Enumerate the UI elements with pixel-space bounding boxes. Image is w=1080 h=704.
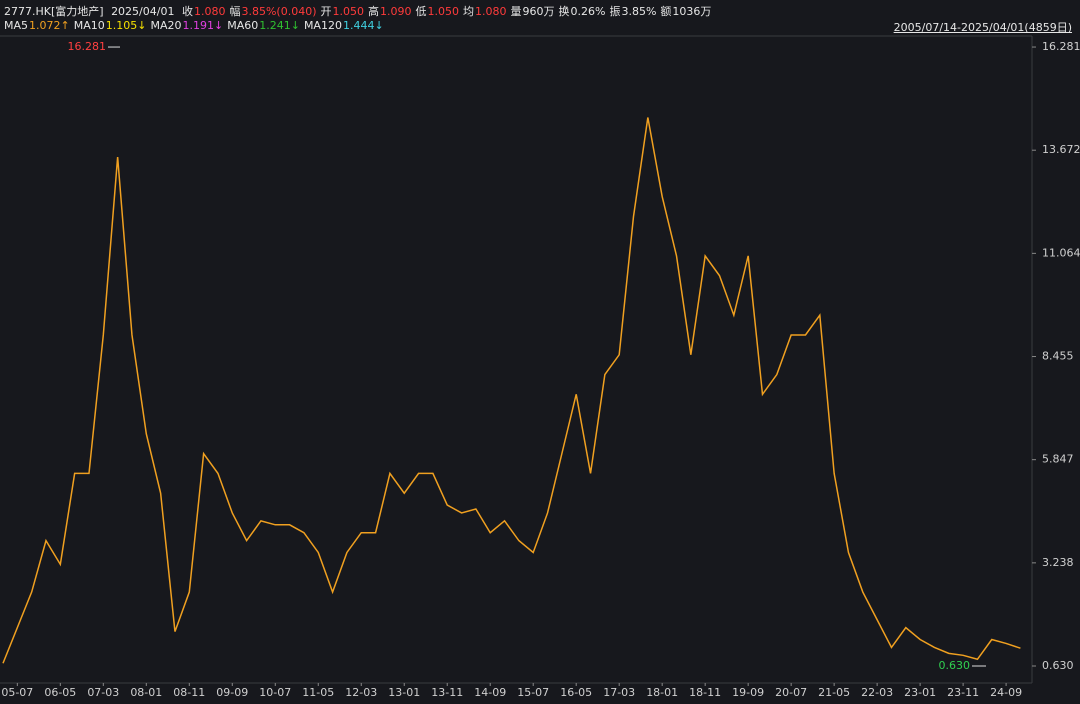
quote-label: 低 [415, 5, 427, 18]
x-tick-label: 12-03 [345, 686, 377, 699]
quote-value: 1.050 [332, 5, 365, 18]
x-tick-label: 23-11 [947, 686, 979, 699]
x-tick-label: 06-05 [44, 686, 76, 699]
y-tick-label: 0.630 [1042, 659, 1074, 672]
x-tick-label: 08-11 [173, 686, 205, 699]
y-tick-label: 13.672 [1042, 143, 1080, 156]
quote-label: 开 [320, 5, 332, 18]
ma-row: MA51.072↑ MA101.105↓ MA201.191↓ MA601.241↓ M… [4, 19, 388, 32]
quote-value: 1036万 [672, 5, 712, 18]
quote-label: 换 [558, 5, 570, 18]
ma-name: MA60 [227, 19, 259, 32]
quote-label: 振 [609, 5, 621, 18]
x-tick-label: 08-01 [130, 686, 162, 699]
x-tick-label: 24-09 [990, 686, 1022, 699]
quote-label: 收 [181, 5, 193, 18]
quote-label: 额 [660, 5, 672, 18]
x-tick-label: 20-07 [775, 686, 807, 699]
min-annotation: 0.630 [939, 659, 971, 672]
x-tick-label: 23-01 [904, 686, 936, 699]
x-tick-label: 14-09 [474, 686, 506, 699]
x-tick-label: 17-03 [603, 686, 635, 699]
ma-value: 1.105↓ [105, 19, 147, 32]
ma-value: 1.444↓ [342, 19, 384, 32]
quote-row: 2777.HK[富力地产] 2025/04/01 收1.080 幅3.85%(0.… [4, 3, 715, 19]
x-tick-label: 16-05 [560, 686, 592, 699]
quote-label: 量 [510, 5, 522, 18]
ma-value: 1.241↓ [259, 19, 300, 32]
x-tick-label: 22-03 [861, 686, 893, 699]
ma-name: MA5 [4, 19, 29, 32]
date: 2025/04/01 [111, 5, 175, 18]
quote-value: 1.050 [427, 5, 460, 18]
x-tick-label: 18-11 [689, 686, 721, 699]
x-tick-label: 18-01 [646, 686, 678, 699]
ma-name: MA20 [150, 19, 182, 32]
quote-value: 3.85% [621, 5, 657, 18]
quote-label: 均 [463, 5, 474, 18]
x-tick-label: 10-07 [259, 686, 291, 699]
ma-name: MA120 [303, 19, 342, 32]
quote-label: 幅 [229, 5, 241, 18]
ma-value: 1.191↓ [182, 19, 224, 32]
x-tick-label: 13-11 [431, 686, 463, 699]
price-line [2, 117, 1021, 664]
max-annotation: 16.281 [68, 40, 107, 53]
symbol: 2777.HK[富力地产] [4, 5, 104, 18]
date-range[interactable]: 2005/07/14-2025/04/01(4859日) [893, 21, 1072, 34]
quote-label: 高 [368, 5, 379, 18]
x-tick-label: 05-07 [1, 686, 33, 699]
ma-name: MA10 [73, 19, 105, 32]
quote-value: 0.26% [570, 5, 606, 18]
y-tick-label: 16.281 [1042, 40, 1080, 53]
x-tick-label: 19-09 [732, 686, 764, 699]
x-tick-label: 07-03 [87, 686, 119, 699]
quote-value: 960万 [522, 5, 555, 18]
y-tick-label: 8.455 [1042, 350, 1074, 363]
y-tick-label: 5.847 [1042, 453, 1074, 466]
x-tick-label: 21-05 [818, 686, 850, 699]
quote-value: 1.090 [380, 5, 412, 18]
quote-value: 1.080 [193, 5, 226, 18]
x-tick-label: 13-01 [388, 686, 420, 699]
x-tick-label: 11-05 [302, 686, 334, 699]
quote-value: 3.85%(0.040) [241, 5, 317, 18]
ma-value: 1.072↑ [29, 19, 70, 32]
y-tick-label: 3.238 [1042, 556, 1074, 569]
quote-value: 1.080 [475, 5, 507, 18]
x-tick-label: 15-07 [517, 686, 549, 699]
y-tick-label: 11.064 [1042, 246, 1080, 259]
x-tick-label: 09-09 [216, 686, 248, 699]
